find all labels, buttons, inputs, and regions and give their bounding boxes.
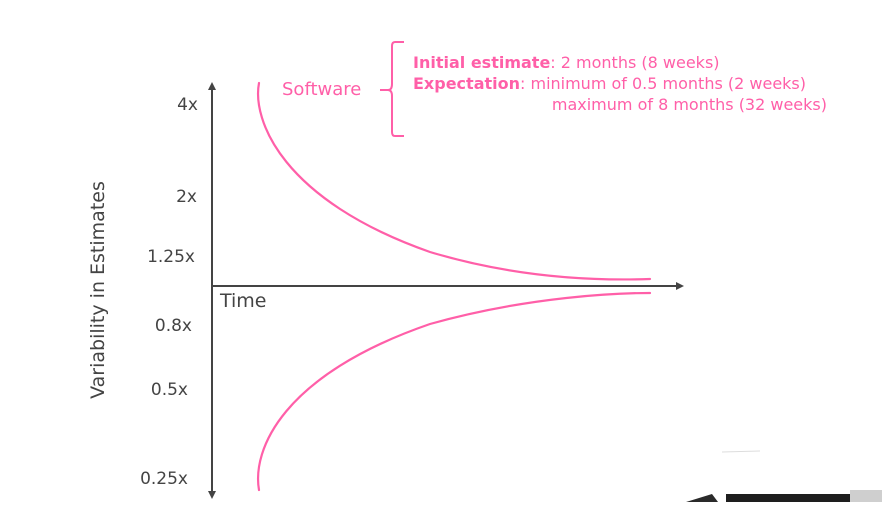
note-expectation-line: Expectation: minimum of 0.5 months (2 we… [413,74,806,93]
video-overlay-fragment [686,450,882,502]
y-tick-1-25x: 1.25x [147,247,195,267]
x-axis-label: Time [219,290,267,312]
series-label-software: Software [282,79,361,100]
y-tick-0-8x: 0.8x [155,316,192,336]
note-expectation-max: maximum of 8 months (32 weeks) [552,95,827,114]
note-expectation-label: Expectation [413,74,520,93]
lower-curve [257,291,652,492]
y-tick-0-5x: 0.5x [151,380,188,400]
curly-bracket [387,41,404,137]
y-tick-2x: 2x [176,187,197,207]
upper-curve [257,81,652,281]
note-initial-line: Initial estimate: 2 months (8 weeks) [413,53,720,72]
note-expectation-min: : minimum of 0.5 months (2 weeks) [520,74,806,93]
y-axis-label: Variability in Estimates [87,181,109,399]
note-initial-value: : 2 months (8 weeks) [550,53,719,72]
y-tick-0-25x: 0.25x [140,469,188,489]
y-tick-4x: 4x [177,95,198,115]
note-initial-label: Initial estimate [413,53,550,72]
